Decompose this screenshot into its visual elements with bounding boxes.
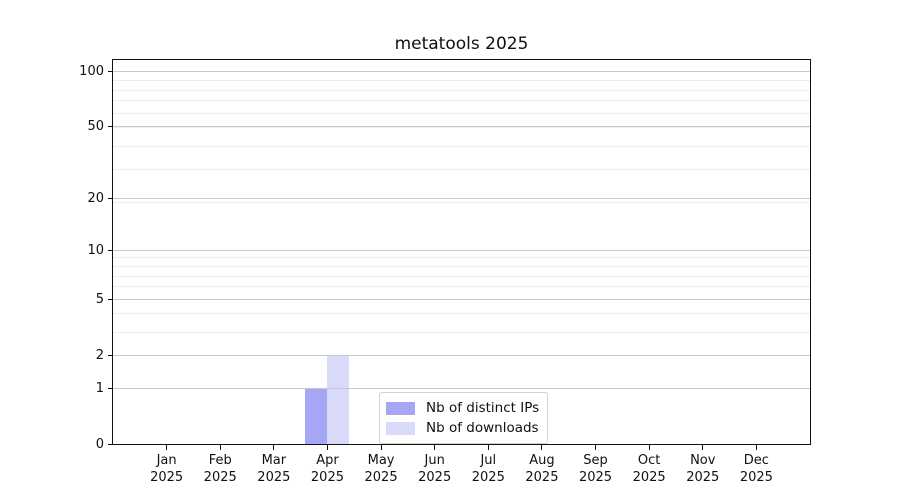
x-tick-mark-dec xyxy=(755,445,757,450)
gridline-major-20 xyxy=(113,197,810,199)
legend: Nb of distinct IPs Nb of downloads xyxy=(379,392,549,444)
gridline-major-50 xyxy=(113,125,810,127)
x-tick-label-apr: Apr 2025 xyxy=(295,452,359,486)
x-tick-month: Apr xyxy=(316,453,339,468)
y-tick-label-10: 10 xyxy=(87,242,104,258)
y-tick-mark-2 xyxy=(108,354,113,356)
x-tick-year: 2025 xyxy=(418,470,452,485)
y-tick-label-20: 20 xyxy=(87,190,104,206)
x-tick-month: Jun xyxy=(424,453,445,468)
gridline-minor-4 xyxy=(113,313,810,315)
y-tick-label-0: 0 xyxy=(95,436,104,452)
x-tick-year: 2025 xyxy=(203,470,237,485)
y-tick-mark-5 xyxy=(108,298,113,300)
legend-label-downloads: Nb of downloads xyxy=(426,420,539,436)
gridline-major-1 xyxy=(113,387,810,389)
x-tick-mark-apr xyxy=(326,445,328,450)
y-tick-label-2: 2 xyxy=(95,347,104,363)
x-tick-mark-may xyxy=(380,445,382,450)
x-tick-month: Feb xyxy=(208,453,232,468)
x-tick-month: Aug xyxy=(529,453,555,468)
y-tick-mark-100 xyxy=(108,70,113,72)
gridline-major-2 xyxy=(113,354,810,356)
gridline-major-100 xyxy=(113,70,810,72)
x-tick-month: Sep xyxy=(583,453,608,468)
gridline-major-5 xyxy=(113,298,810,300)
x-tick-mark-nov xyxy=(702,445,704,450)
x-tick-year: 2025 xyxy=(578,470,613,485)
legend-swatch-distinct-ips xyxy=(386,401,415,415)
x-tick-label-jul: Jul 2025 xyxy=(456,452,520,486)
chart-title: metatools 2025 xyxy=(394,34,529,54)
x-tick-mark-sep xyxy=(595,445,597,450)
gridline-minor-69 xyxy=(113,100,810,102)
x-tick-mark-jun xyxy=(434,445,436,450)
bar-downloads-apr xyxy=(327,355,350,444)
x-tick-label-feb: Feb 2025 xyxy=(188,452,252,486)
x-tick-year: 2025 xyxy=(632,470,666,485)
y-tick-mark-20 xyxy=(108,197,113,199)
gridline-major-10 xyxy=(113,249,810,251)
gridline-minor-3 xyxy=(113,331,810,333)
x-tick-year: 2025 xyxy=(257,470,291,485)
x-tick-mark-aug xyxy=(541,445,543,450)
x-tick-month: Jul xyxy=(480,453,497,468)
gridline-minor-8 xyxy=(113,266,810,267)
gridline-minor-89 xyxy=(113,80,810,81)
x-tick-label-oct: Oct 2025 xyxy=(617,452,681,486)
x-tick-month: Oct xyxy=(637,453,661,468)
gridline-minor-79 xyxy=(113,89,810,91)
x-tick-year: 2025 xyxy=(525,470,559,485)
x-tick-label-mar: Mar 2025 xyxy=(242,452,306,486)
bar-distinct-ips-apr xyxy=(305,388,328,444)
legend-item-downloads: Nb of downloads xyxy=(386,418,539,438)
y-tick-label-50: 50 xyxy=(87,118,104,134)
x-tick-year: 2025 xyxy=(471,470,505,485)
x-tick-month: Dec xyxy=(743,453,769,468)
x-tick-mark-feb xyxy=(219,445,221,450)
y-tick-mark-50 xyxy=(108,125,113,127)
gridline-minor-39 xyxy=(113,145,810,147)
x-tick-label-sep: Sep 2025 xyxy=(564,452,628,486)
x-tick-year: 2025 xyxy=(739,470,773,485)
x-tick-year: 2025 xyxy=(150,470,184,485)
x-tick-label-aug: Aug 2025 xyxy=(510,452,574,486)
legend-label-distinct-ips: Nb of distinct IPs xyxy=(426,400,540,416)
y-tick-mark-0 xyxy=(108,443,113,445)
gridline-minor-49 xyxy=(113,127,810,129)
x-tick-label-dec: Dec 2025 xyxy=(724,452,788,486)
legend-item-distinct-ips: Nb of distinct IPs xyxy=(386,398,539,418)
x-tick-month: May xyxy=(367,453,395,468)
gridline-minor-59 xyxy=(113,112,810,114)
gridline-minor-6 xyxy=(113,286,810,288)
x-tick-mark-jul xyxy=(487,445,489,450)
y-tick-mark-10 xyxy=(108,249,113,251)
gridline-minor-7 xyxy=(113,275,810,277)
x-tick-mark-mar xyxy=(273,445,275,450)
gridline-minor-29 xyxy=(113,168,810,170)
x-tick-month: Nov xyxy=(690,453,716,468)
x-tick-label-nov: Nov 2025 xyxy=(671,452,735,486)
x-tick-mark-oct xyxy=(648,445,650,450)
x-tick-label-jan: Jan 2025 xyxy=(135,452,199,486)
x-tick-mark-jan xyxy=(166,445,168,450)
x-tick-year: 2025 xyxy=(364,470,398,485)
y-tick-label-100: 100 xyxy=(79,63,104,79)
x-tick-month: Mar xyxy=(261,453,287,468)
y-tick-label-1: 1 xyxy=(95,380,104,396)
plot-area xyxy=(112,59,811,445)
x-tick-label-jun: Jun 2025 xyxy=(403,452,467,486)
x-tick-label-may: May 2025 xyxy=(349,452,413,486)
x-tick-year: 2025 xyxy=(310,470,344,485)
gridline-minor-19 xyxy=(113,201,810,203)
legend-swatch-downloads xyxy=(386,421,415,435)
x-tick-year: 2025 xyxy=(686,470,720,485)
y-tick-label-5: 5 xyxy=(95,291,104,307)
x-tick-month: Jan xyxy=(156,453,177,468)
gridline-minor-9 xyxy=(113,257,810,259)
y-tick-mark-1 xyxy=(108,387,113,389)
